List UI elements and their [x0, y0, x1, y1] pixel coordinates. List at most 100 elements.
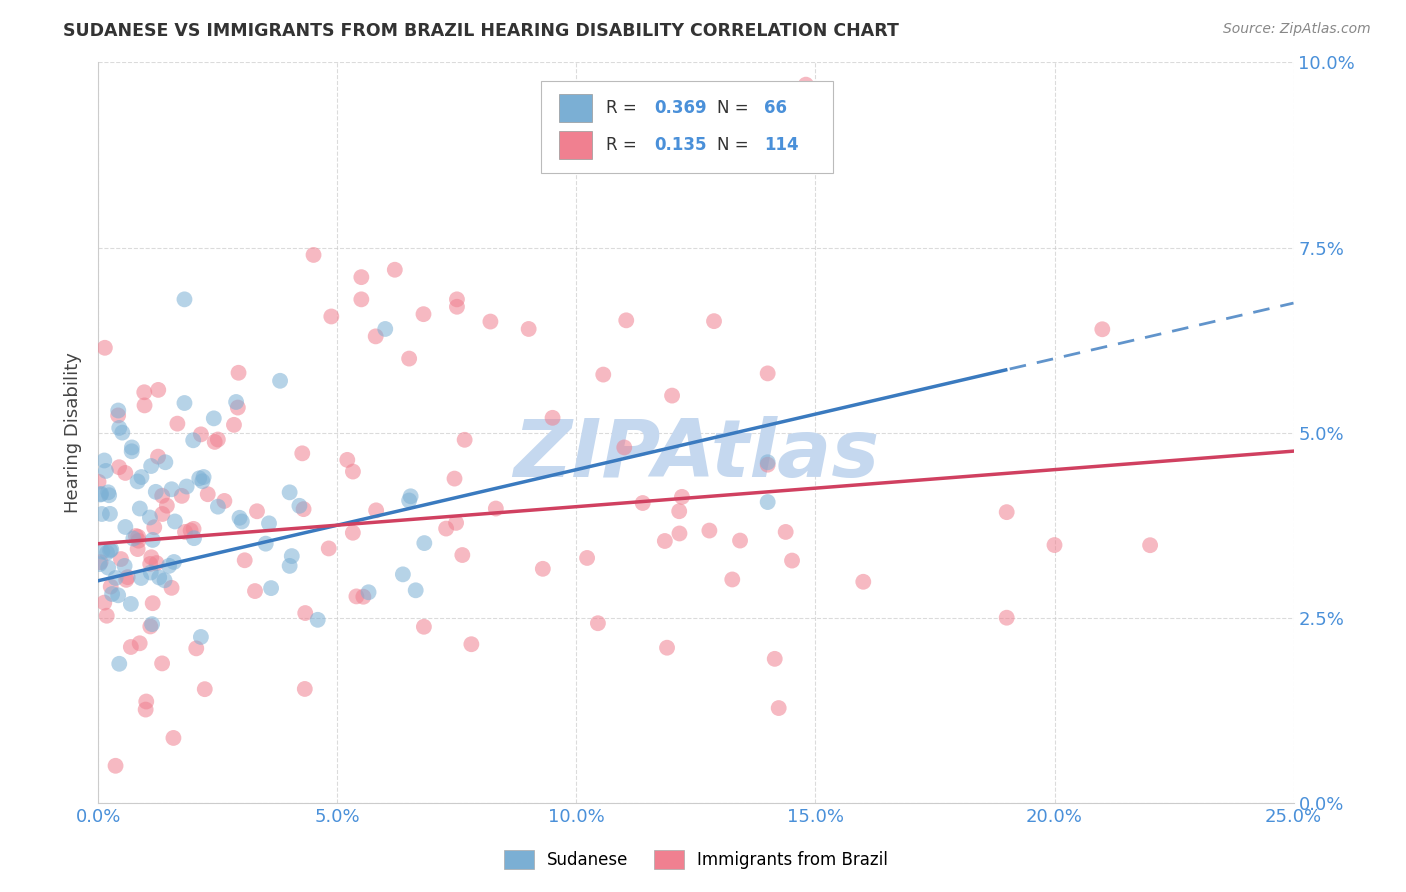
Point — [150, 489, 173, 503]
Point — [121, 444, 143, 458]
Text: R =: R = — [606, 99, 637, 118]
Point — [852, 574, 875, 589]
Point — [364, 329, 387, 343]
Point — [278, 485, 301, 500]
Text: R =: R = — [606, 136, 637, 154]
Point — [98, 507, 121, 521]
Point — [453, 433, 475, 447]
Point — [139, 557, 162, 571]
FancyBboxPatch shape — [541, 81, 834, 173]
Point — [756, 367, 779, 381]
Point — [576, 551, 599, 566]
Point — [374, 322, 396, 336]
Point — [1091, 322, 1114, 336]
FancyBboxPatch shape — [558, 131, 592, 160]
Point — [1139, 538, 1161, 552]
Point — [117, 570, 139, 584]
Point — [342, 525, 364, 540]
Point — [342, 465, 364, 479]
Point — [141, 617, 163, 632]
Point — [446, 293, 468, 307]
Point — [191, 475, 214, 489]
Y-axis label: Hearing Disability: Hearing Disability — [63, 352, 82, 513]
Point — [631, 496, 654, 510]
Point — [180, 524, 202, 538]
Point — [176, 479, 198, 493]
Point — [586, 616, 609, 631]
Point — [93, 596, 115, 610]
Point — [398, 351, 420, 366]
Point — [98, 543, 121, 558]
Point — [108, 460, 131, 475]
Point — [291, 446, 314, 460]
Point — [350, 293, 373, 307]
Point — [756, 455, 779, 469]
Point — [703, 314, 725, 328]
Point — [434, 522, 457, 536]
Point — [1043, 538, 1066, 552]
Point — [89, 557, 111, 571]
Point — [613, 441, 636, 455]
Point — [756, 458, 779, 472]
Point — [614, 313, 637, 327]
Point — [399, 489, 422, 503]
Point — [128, 533, 150, 548]
Point — [139, 510, 162, 524]
Text: 114: 114 — [763, 136, 799, 154]
Point — [281, 549, 304, 563]
Point — [96, 546, 118, 560]
Point — [194, 682, 217, 697]
Point — [398, 493, 420, 508]
Point — [243, 584, 266, 599]
Point — [170, 489, 193, 503]
FancyBboxPatch shape — [558, 95, 592, 122]
Point — [188, 471, 211, 485]
Text: 66: 66 — [763, 99, 787, 118]
Point — [97, 485, 120, 500]
Point — [302, 248, 325, 262]
Point — [655, 640, 678, 655]
Point — [190, 427, 212, 442]
Point — [352, 590, 374, 604]
Point — [214, 494, 236, 508]
Point — [127, 542, 149, 557]
Point — [94, 341, 117, 355]
Point — [207, 433, 229, 447]
Point — [122, 532, 145, 546]
Point — [139, 566, 162, 580]
Point — [321, 310, 343, 324]
Point — [318, 541, 340, 556]
Point — [995, 610, 1018, 624]
Point — [728, 533, 751, 548]
Point — [190, 630, 212, 644]
Point — [699, 524, 721, 538]
Legend: Sudanese, Immigrants from Brazil: Sudanese, Immigrants from Brazil — [498, 843, 894, 876]
Text: 0.135: 0.135 — [654, 136, 707, 154]
Point — [183, 531, 205, 545]
Point — [592, 368, 614, 382]
Point — [207, 500, 229, 514]
Point — [246, 504, 269, 518]
Point — [485, 501, 508, 516]
Point — [654, 533, 676, 548]
Point — [294, 606, 316, 620]
Point — [405, 583, 427, 598]
Point — [139, 458, 162, 473]
Point — [413, 536, 436, 550]
Point — [204, 434, 226, 449]
Point — [145, 556, 167, 570]
Point — [228, 366, 250, 380]
Point — [307, 613, 329, 627]
Point — [254, 536, 277, 550]
Point — [460, 637, 482, 651]
Point — [357, 585, 380, 599]
Point — [668, 504, 690, 518]
Point — [90, 555, 112, 569]
Point — [107, 588, 129, 602]
Point — [100, 542, 122, 557]
Point — [780, 553, 803, 567]
Point — [794, 78, 817, 92]
Point — [156, 499, 179, 513]
Point — [101, 587, 124, 601]
Point — [269, 374, 291, 388]
